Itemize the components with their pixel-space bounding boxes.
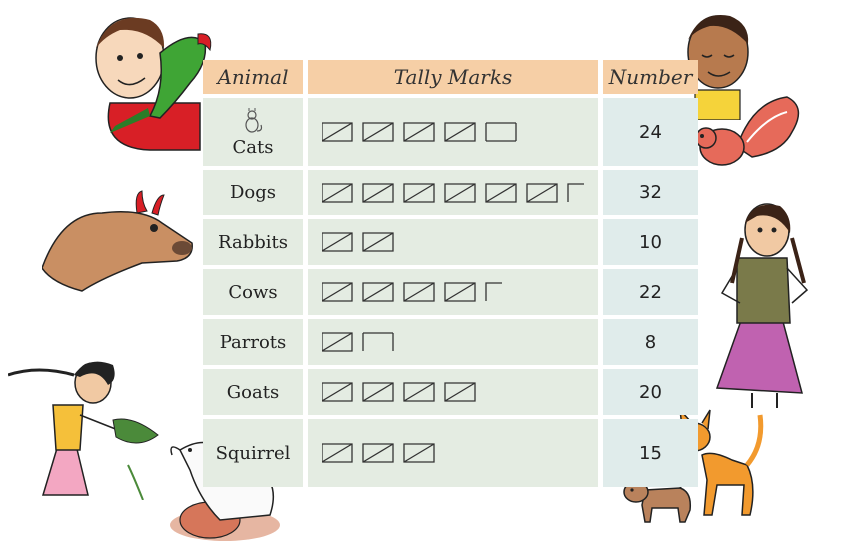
tally-group-five xyxy=(322,122,353,142)
tally-group-five xyxy=(322,443,353,463)
tally-cell xyxy=(308,369,598,415)
number-cell: 10 xyxy=(603,219,698,265)
tally-marks xyxy=(322,382,476,402)
animal-cell: Rabbits xyxy=(203,219,303,265)
animal-name: Dogs xyxy=(229,182,277,203)
tally-group-five xyxy=(526,182,558,203)
number-cell: 22 xyxy=(603,269,698,315)
tally-marks xyxy=(322,332,394,352)
girl-standing-illustration xyxy=(715,203,809,408)
tally-group-five xyxy=(322,182,353,203)
animal-name: Cats xyxy=(232,136,274,158)
tally-group-five xyxy=(322,232,353,252)
tally-cell xyxy=(308,319,598,365)
tally-group-five xyxy=(444,122,476,142)
number-cell: 32 xyxy=(603,170,698,215)
number-cell: 15 xyxy=(603,419,698,487)
tally-group-five xyxy=(322,332,353,352)
header-animal: Animal xyxy=(203,60,303,94)
tally-group-five xyxy=(403,122,435,142)
tally-marks xyxy=(322,182,584,203)
tally-group-five xyxy=(362,282,394,302)
header-number: Number xyxy=(603,60,698,94)
tally-group-five xyxy=(444,282,476,302)
boy-with-parrot-illustration xyxy=(95,17,212,151)
tally-group-five xyxy=(362,443,394,463)
tally-group-five xyxy=(322,382,353,402)
tally-partial xyxy=(485,122,517,142)
tally-group-five xyxy=(444,382,476,402)
tally-group-five xyxy=(403,443,435,463)
tally-group-five xyxy=(444,182,476,203)
tally-group-five xyxy=(362,122,394,142)
tally-group-five xyxy=(403,182,435,203)
tally-table: Animal Tally Marks Number Cats 24 Dogs 32 Ra… xyxy=(203,60,698,488)
tally-cell xyxy=(308,170,598,215)
puppy-illustration xyxy=(623,477,696,523)
animal-cell: Cats xyxy=(203,98,303,166)
tally-cell xyxy=(308,419,598,487)
number-cell: 20 xyxy=(603,369,698,415)
smiling-boy-illustration xyxy=(687,15,749,120)
animal-cell: Parrots xyxy=(203,319,303,365)
cow-head-illustration xyxy=(42,190,193,292)
animal-cell: Cows xyxy=(203,269,303,315)
tally-partial xyxy=(567,182,584,202)
tally-group-five xyxy=(403,282,435,302)
tally-cell xyxy=(308,269,598,315)
tally-group-five xyxy=(362,182,394,203)
animal-name: Goats xyxy=(226,381,280,403)
tally-group-five xyxy=(362,232,394,252)
cat-icon xyxy=(245,107,263,133)
tally-group-five xyxy=(485,182,517,203)
animal-cell: Goats xyxy=(203,369,303,415)
animal-name: Cows xyxy=(228,281,278,303)
animal-name: Rabbits xyxy=(218,231,288,253)
tally-cell xyxy=(308,219,598,265)
tally-group-five xyxy=(362,382,394,402)
number-cell: 8 xyxy=(603,319,698,365)
squirrel-illustration xyxy=(695,96,800,166)
tally-cell xyxy=(308,98,598,166)
tally-group-five xyxy=(322,282,353,302)
tally-marks xyxy=(322,232,394,252)
tally-partial xyxy=(485,282,502,301)
tally-marks xyxy=(322,282,502,302)
number-cell: 24 xyxy=(603,98,698,166)
animal-name: Parrots xyxy=(219,331,287,353)
girl-feeding-goat-illustration xyxy=(8,361,159,500)
tally-group-five xyxy=(403,382,435,402)
animal-cell: Dogs xyxy=(203,170,303,215)
tally-marks xyxy=(322,443,435,463)
animal-cell: Squirrel xyxy=(203,419,303,487)
tally-marks xyxy=(322,122,517,142)
header-tally-marks: Tally Marks xyxy=(308,60,598,94)
animal-name: Squirrel xyxy=(215,442,291,464)
tally-partial xyxy=(362,332,394,351)
